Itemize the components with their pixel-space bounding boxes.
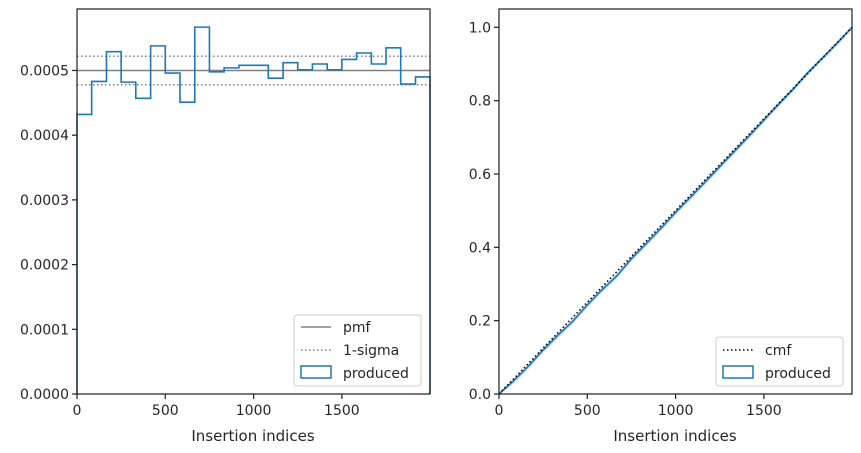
cmf-y-tick-label: 0.0: [469, 387, 491, 403]
cmf-x-tick-label: 1000: [658, 403, 694, 419]
pmf-legend-label-pmf: pmf: [343, 320, 372, 336]
pmf-y-tick-label: 0.0000: [20, 387, 69, 403]
cmf-x-tick-label: 500: [574, 403, 601, 419]
pmf-y-ticks: 0.0000 0.0001 0.0002 0.0003 0.0004 0.0005: [20, 63, 77, 403]
cmf-x-axis-label: Insertion indices: [613, 427, 736, 445]
pmf-y-tick-label: 0.0003: [20, 193, 69, 209]
cmf-y-tick-label: 0.4: [469, 240, 491, 256]
pmf-legend: pmf 1-sigma produced: [293, 314, 422, 387]
cmf-x-ticks: 0 500 1000 1500: [495, 394, 782, 419]
cmf-y-tick-label: 1.0: [469, 20, 491, 36]
cmf-x-tick-label: 1500: [746, 403, 782, 419]
pmf-plot-area: [76, 26, 431, 394]
cmf-x-tick-label: 0: [495, 403, 504, 419]
cmf-panel: 0.0 0.2 0.4 0.6 0.8 1.0 0 500 1000 1500 Insertio…: [469, 8, 853, 445]
cmf-plot-area: [498, 26, 853, 395]
cmf-legend-label-cmf: cmf: [765, 343, 792, 359]
cmf-legend: cmf produced: [715, 336, 844, 387]
cmf-y-tick-label: 0.6: [469, 167, 491, 183]
pmf-y-tick-label: 0.0002: [20, 258, 69, 274]
cmf-legend-swatch-produced: [722, 365, 754, 379]
cmf-legend-label-produced: produced: [765, 366, 831, 382]
cmf-y-ticks: 0.0 0.2 0.4 0.6 0.8 1.0: [469, 20, 499, 403]
produced-cmf-line: [498, 26, 853, 395]
pmf-legend-label-sigma: 1-sigma: [343, 343, 399, 359]
pmf-y-tick-label: 0.0005: [20, 63, 69, 79]
pmf-panel: 0.0000 0.0001 0.0002 0.0003 0.0004 0.0005 0 50…: [20, 8, 431, 445]
cmf-axes-frame: [498, 8, 853, 395]
pmf-legend-swatch-produced: [300, 365, 332, 379]
pmf-y-tick-label: 0.0001: [20, 322, 69, 338]
pmf-x-tick-label: 0: [73, 403, 82, 419]
pmf-x-tick-label: 1500: [324, 403, 360, 419]
produced-cmf-band: [499, 27, 852, 394]
cmf-line: [498, 26, 853, 395]
pmf-x-axis-label: Insertion indices: [191, 427, 314, 445]
pmf-x-tick-label: 500: [152, 403, 179, 419]
cmf-y-tick-label: 0.8: [469, 94, 491, 110]
pmf-y-tick-label: 0.0004: [20, 128, 69, 144]
pmf-x-ticks: 0 500 1000 1500: [73, 394, 360, 419]
cmf-y-tick-label: 0.2: [469, 314, 491, 330]
pmf-legend-box: [293, 314, 422, 387]
produced-step-histogram: [76, 26, 431, 394]
pmf-legend-label-produced: produced: [343, 366, 409, 382]
pmf-x-tick-label: 1000: [236, 403, 272, 419]
